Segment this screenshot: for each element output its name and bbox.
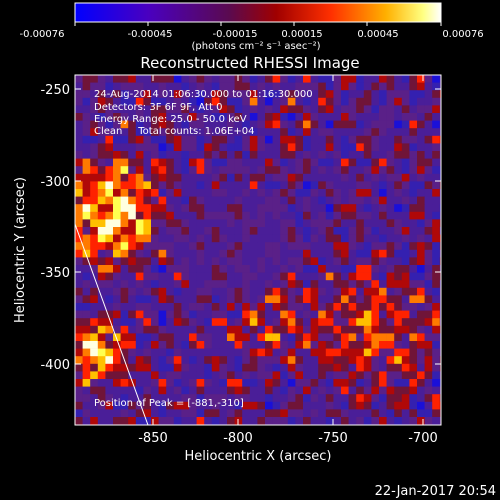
peak-position-label: Position of Peak = [-881,-310] [94,398,244,409]
x-tick-label: -800 [223,431,253,446]
colorbar [74,2,442,23]
colorbar-tick-label: 0.00015 [281,29,322,40]
y-tick-label: -350 [40,266,70,281]
x-axis-ticks [152,75,424,425]
info-energy-range: Energy Range: 25.0 - 50.0 keV [94,114,247,125]
info-time-range: 24-Aug-2014 01:06:30.000 to 01:16:30.000 [94,89,313,100]
colorbar-tick-label: -0.00045 [128,29,173,40]
x-tick-label: -750 [318,431,348,446]
y-tick-label: -400 [40,358,70,373]
info-detectors: Detectors: 3F 6F 9F, Att 0 [94,102,222,113]
colorbar-unit-label: (photons cm⁻² s⁻¹ asec⁻²) [191,41,320,52]
colorbar-tick-label: -0.00015 [213,29,258,40]
plot-title: Reconstructed RHESSI Image [140,54,359,72]
y-tick-label: -300 [40,175,70,190]
x-tick-label: -850 [138,431,168,446]
colorbar-tick-label: 0.00045 [357,29,398,40]
y-axis-ticks [75,88,441,365]
x-axis-label: Heliocentric X (arcsec) [185,449,332,464]
y-axis-label: Heliocentric Y (arcsec) [13,177,28,323]
rhessi-image-heatmap [75,75,441,425]
footer-timestamp: 22-Jan-2017 20:54 [375,484,496,499]
x-tick-label: -700 [408,431,438,446]
solar-limb-line [75,223,149,425]
colorbar-ticks [74,22,442,26]
plot-frame [74,74,442,426]
y-tick-label: -250 [40,83,70,98]
colorbar-tick-label: -0.00076 [20,29,65,40]
info-clean-counts: Clean Total counts: 1.06E+04 [94,126,254,137]
colorbar-tick-label: 0.00076 [442,29,483,40]
